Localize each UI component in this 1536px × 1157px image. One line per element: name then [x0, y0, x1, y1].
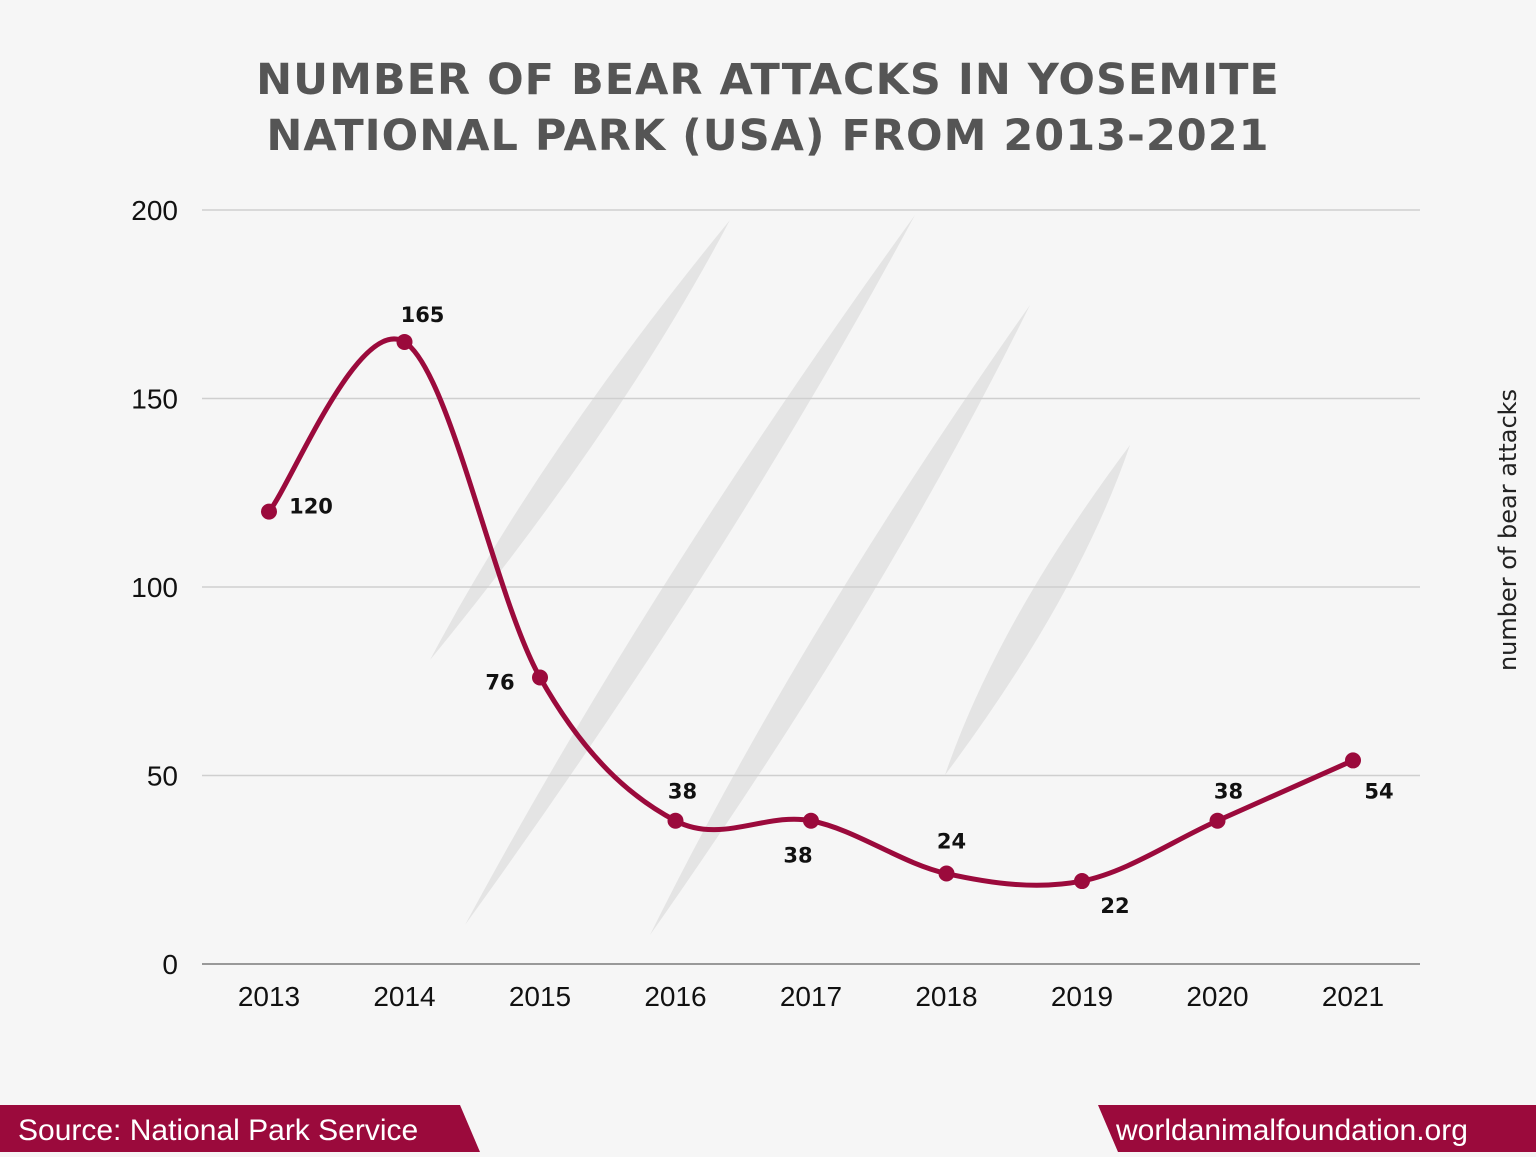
x-tick-label: 2020: [1186, 981, 1248, 1012]
chart-title: NUMBER OF BEAR ATTACKS IN YOSEMITE NATIO…: [0, 52, 1536, 164]
data-label: 76: [485, 670, 514, 694]
data-label: 22: [1100, 894, 1129, 918]
website-banner[interactable]: worldanimalfoundation.org: [1098, 1105, 1536, 1152]
x-tick-label: 2018: [915, 981, 977, 1012]
claw-marks-decoration: [430, 215, 1130, 935]
data-label: 54: [1364, 779, 1393, 803]
x-axis-ticks: 2013 2014 2015 2016 2017 2018 2019 2020 2021: [238, 981, 1384, 1012]
data-point: [396, 333, 413, 350]
series-line: [267, 336, 1355, 888]
data-point: [1074, 873, 1090, 890]
website-link[interactable]: worldanimalfoundation.org: [1116, 1114, 1468, 1147]
y-tick-label: 150: [131, 384, 178, 415]
x-tick-label: 2016: [644, 981, 706, 1012]
title-line-1: NUMBER OF BEAR ATTACKS IN YOSEMITE: [256, 55, 1280, 105]
source-banner: Source: National Park Service: [0, 1105, 480, 1152]
claw-mark: [650, 305, 1030, 935]
gridlines: [202, 209, 1420, 965]
data-point: [803, 812, 819, 829]
claw-mark: [945, 445, 1130, 775]
y-tick-label: 50: [147, 761, 178, 792]
data-point: [532, 669, 548, 686]
data-label: 165: [401, 303, 445, 327]
x-tick-label: 2017: [780, 981, 842, 1012]
source-text: Source: National Park Service: [18, 1114, 419, 1147]
y-axis-label: number of bear attacks: [1494, 388, 1522, 672]
x-tick-label: 2021: [1322, 981, 1384, 1012]
claw-mark: [465, 215, 915, 925]
data-labels: 120 165 76 38 38 24 22 38 54: [289, 303, 1394, 918]
x-tick-label: 2015: [509, 981, 571, 1012]
y-axis-ticks: 0 50 100 150 200: [131, 195, 178, 980]
data-point: [1209, 812, 1226, 829]
data-point: [261, 503, 277, 520]
y-tick-label: 100: [131, 572, 178, 603]
data-point: [1345, 752, 1361, 769]
data-point: [667, 812, 684, 829]
x-tick-label: 2019: [1051, 981, 1113, 1012]
data-label: 38: [1214, 780, 1243, 804]
title-line-2: NATIONAL PARK (USA) FROM 2013-2021: [266, 111, 1270, 161]
x-tick-label: 2013: [238, 981, 300, 1012]
x-tick-label: 2014: [373, 981, 435, 1012]
claw-mark: [430, 220, 730, 660]
data-label: 120: [289, 495, 333, 519]
y-tick-label: 0: [162, 949, 178, 980]
y-tick-label: 200: [131, 195, 178, 226]
data-label: 24: [937, 830, 966, 854]
data-point: [938, 865, 955, 882]
data-points: [261, 333, 1361, 890]
data-label: 38: [783, 844, 812, 868]
data-label: 38: [668, 780, 697, 804]
